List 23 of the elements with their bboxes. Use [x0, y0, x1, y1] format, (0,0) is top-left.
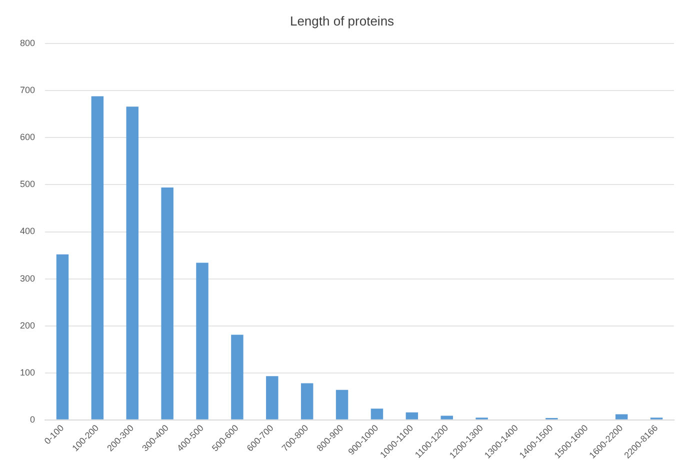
y-tick-label: 500	[20, 179, 36, 190]
bar	[440, 416, 453, 420]
chart-title: Length of proteins	[290, 13, 395, 28]
y-tick-label: 200	[20, 320, 36, 330]
y-tick-label: 100	[20, 367, 36, 378]
bar	[406, 412, 418, 420]
y-tick-label: 700	[20, 85, 36, 96]
bar	[91, 96, 104, 420]
bar	[231, 334, 244, 420]
bar	[300, 383, 314, 420]
bar	[126, 106, 138, 420]
bar	[336, 390, 348, 420]
bar	[615, 414, 628, 420]
y-tick-label: 300	[20, 273, 36, 284]
bar	[370, 408, 384, 420]
y-tick-label: 400	[20, 226, 36, 236]
y-tick-label: 800	[20, 38, 36, 48]
y-tick-label: 600	[20, 132, 36, 142]
bar	[196, 262, 208, 420]
y-tick-label: 0	[30, 414, 36, 424]
bar	[161, 188, 174, 420]
bar	[56, 254, 69, 420]
bar	[266, 376, 278, 420]
